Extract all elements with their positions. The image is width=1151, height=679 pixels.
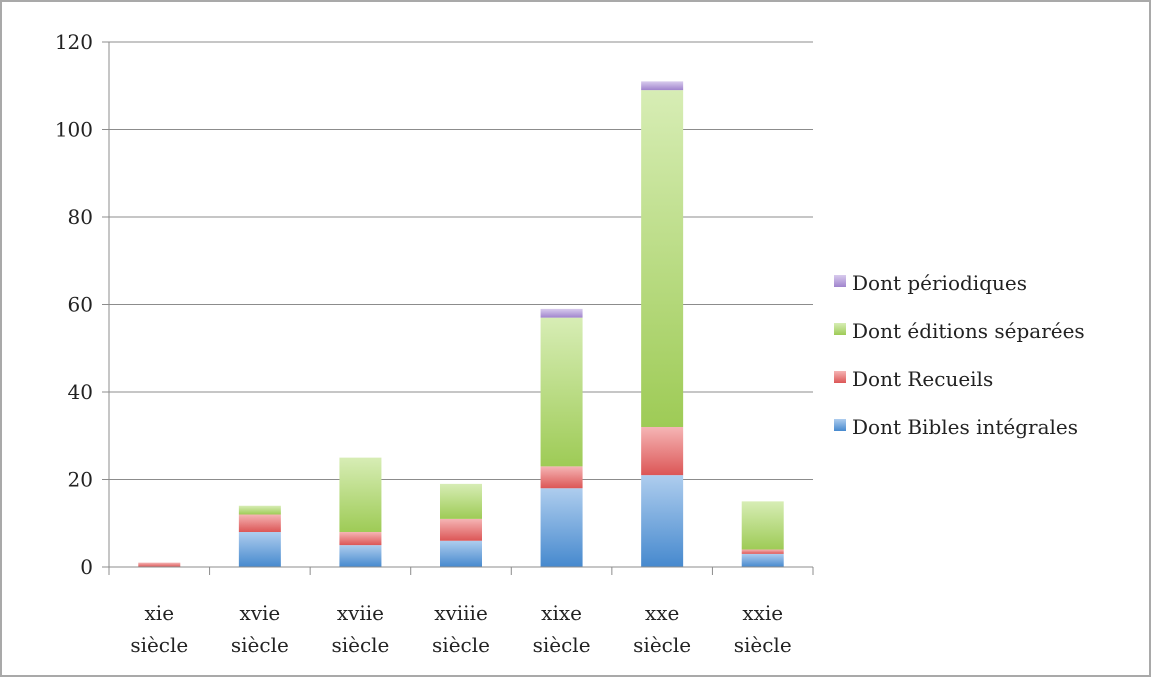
x-category-label: xixe bbox=[541, 601, 582, 625]
x-category-label: siècle bbox=[432, 633, 490, 657]
legend-swatch bbox=[834, 371, 846, 383]
y-tick-label: 100 bbox=[55, 118, 93, 142]
bar-segment bbox=[339, 532, 382, 546]
x-category-label: siècle bbox=[130, 633, 188, 657]
bar-segment bbox=[540, 317, 583, 467]
bar-segment bbox=[540, 466, 583, 489]
legend-label: Dont Recueils bbox=[852, 367, 993, 391]
y-tick-label: 80 bbox=[68, 205, 93, 229]
y-tick-label: 120 bbox=[55, 30, 93, 54]
x-category-label: siècle bbox=[633, 633, 691, 657]
bar-segment bbox=[741, 553, 784, 567]
x-category-label: xxie bbox=[742, 601, 783, 625]
x-category-label: siècle bbox=[734, 633, 792, 657]
legend-label: Dont éditions séparées bbox=[852, 319, 1085, 343]
bar-segment bbox=[540, 488, 583, 567]
bar-segment bbox=[440, 518, 482, 541]
y-tick-label: 0 bbox=[80, 555, 93, 579]
x-category-label: xxe bbox=[645, 601, 679, 625]
bar-segment bbox=[138, 562, 181, 567]
bar-segment bbox=[440, 483, 482, 519]
legend-swatch bbox=[834, 323, 846, 335]
legend-label: Dont périodiques bbox=[852, 271, 1027, 295]
bar-segment bbox=[641, 81, 684, 91]
bar-segment bbox=[238, 505, 281, 515]
legend-label: Dont Bibles intégrales bbox=[852, 415, 1078, 439]
bars bbox=[138, 81, 784, 567]
bar-segment bbox=[641, 475, 684, 567]
bar-segment bbox=[641, 90, 684, 427]
bar-segment bbox=[339, 457, 382, 532]
gridlines bbox=[109, 41, 813, 568]
bar-segment bbox=[440, 540, 482, 567]
bar-segment bbox=[741, 549, 784, 554]
bar-segment bbox=[339, 545, 382, 567]
x-axis-categories: xie siècle xvie siècle xviie siècle xviiie sièc… bbox=[130, 601, 791, 657]
y-tick-label: 40 bbox=[68, 380, 93, 404]
x-category-label: xie bbox=[145, 601, 175, 625]
bar-segment bbox=[238, 532, 281, 567]
x-category-label: siècle bbox=[231, 633, 289, 657]
x-category-label: xviiie bbox=[434, 601, 488, 625]
bar-segment bbox=[741, 501, 784, 550]
legend-swatch bbox=[834, 275, 846, 287]
x-category-label: siècle bbox=[533, 633, 591, 657]
legend-swatch bbox=[834, 419, 846, 431]
x-category-label: siècle bbox=[331, 633, 389, 657]
bar-segment bbox=[641, 427, 684, 476]
y-tick-label: 20 bbox=[68, 468, 93, 492]
y-axis-ticks: 0 20 40 60 80 100 120 bbox=[55, 30, 109, 579]
y-tick-label: 60 bbox=[68, 293, 93, 317]
bar-segment bbox=[238, 514, 281, 532]
x-category-label: xviie bbox=[337, 601, 384, 625]
bar-segment bbox=[540, 308, 583, 318]
legend: Dont périodiques Dont éditions séparées Do… bbox=[834, 271, 1085, 439]
x-category-label: xvie bbox=[239, 601, 280, 625]
